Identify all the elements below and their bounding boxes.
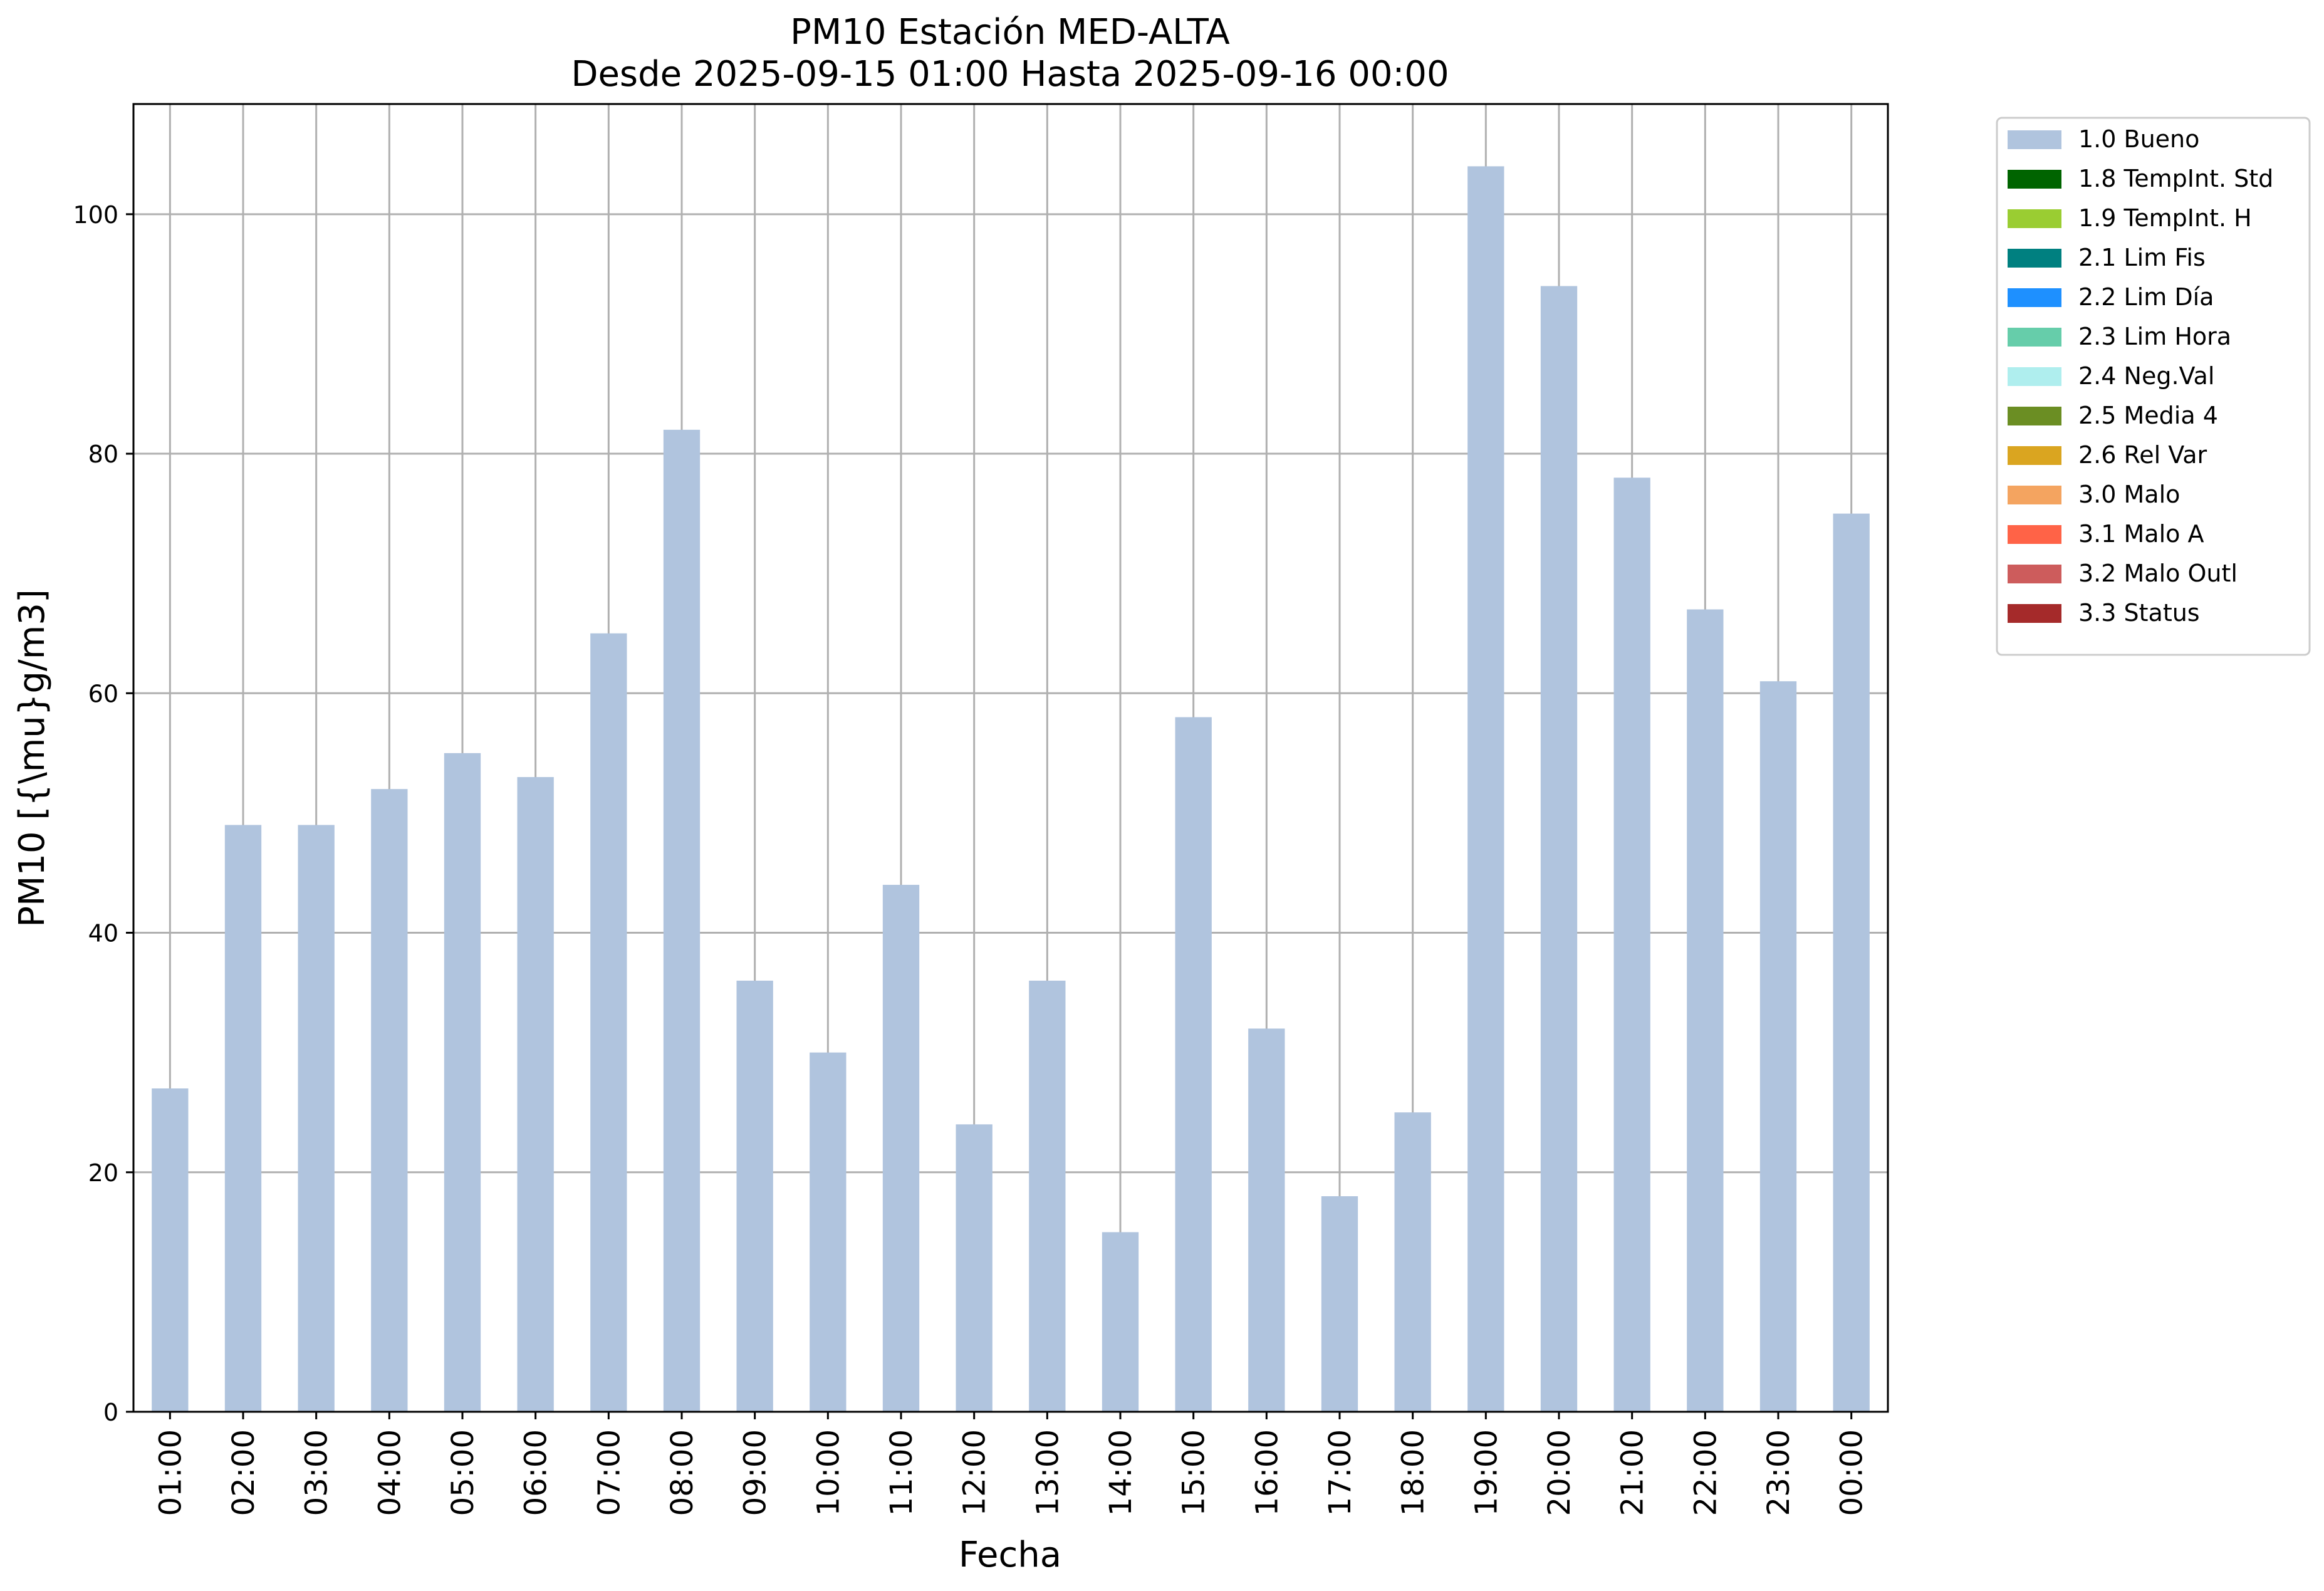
y-tick-label: 0 <box>103 1399 118 1426</box>
bar <box>1029 980 1066 1412</box>
ticks-layer: 0 20 40 60 80 100 01:00 02:00 03:00 04:00 05:00 06:… <box>73 201 1869 1516</box>
bar <box>590 633 627 1412</box>
bars-layer <box>152 166 1870 1412</box>
y-tick-label: 80 <box>88 441 118 468</box>
x-tick-label: 07:00 <box>591 1429 627 1516</box>
bar <box>1833 513 1870 1412</box>
bar <box>663 429 701 1412</box>
legend-swatch <box>2008 604 2061 623</box>
x-tick-label: 09:00 <box>738 1429 773 1516</box>
legend-label: 3.1 Malo A <box>2078 520 2204 548</box>
legend-swatch <box>2008 130 2061 149</box>
bar <box>517 777 554 1412</box>
x-tick-label: 02:00 <box>226 1429 261 1516</box>
x-tick-label: 01:00 <box>153 1429 188 1516</box>
bar <box>736 980 773 1412</box>
x-tick-label: 21:00 <box>1615 1429 1650 1516</box>
bar <box>1102 1232 1139 1412</box>
bar <box>1394 1112 1431 1412</box>
x-tick-label: 13:00 <box>1030 1429 1065 1516</box>
legend-label: 1.9 TempInt. H <box>2078 204 2252 232</box>
legend-label: 1.0 Bueno <box>2078 125 2199 153</box>
legend-swatch <box>2008 288 2061 307</box>
bar <box>956 1124 993 1412</box>
legend-swatch <box>2008 209 2061 228</box>
x-tick-label: 05:00 <box>446 1429 481 1516</box>
bar <box>1248 1028 1285 1412</box>
bar <box>371 789 408 1412</box>
y-tick-label: 20 <box>88 1159 118 1187</box>
x-tick-label: 18:00 <box>1396 1429 1431 1516</box>
legend-swatch <box>2008 565 2061 583</box>
x-tick-label: 14:00 <box>1103 1429 1139 1516</box>
bar <box>1321 1196 1358 1412</box>
y-axis-label: PM10 [{\mu}g/m3] <box>12 589 53 927</box>
x-tick-label: 11:00 <box>884 1429 919 1516</box>
legend-swatch <box>2008 446 2061 465</box>
legend-label: 2.5 Media 4 <box>2078 402 2218 429</box>
x-tick-label: 00:00 <box>1835 1429 1870 1516</box>
legend-swatch <box>2008 249 2061 268</box>
legend-swatch <box>2008 407 2061 425</box>
bar <box>224 825 262 1412</box>
legend-swatch <box>2008 328 2061 347</box>
x-tick-label: 17:00 <box>1323 1429 1358 1516</box>
x-tick-label: 06:00 <box>519 1429 554 1516</box>
x-tick-label: 04:00 <box>372 1429 407 1516</box>
chart-title: PM10 Estación MED-ALTA <box>790 12 1230 53</box>
x-axis-label: Fecha <box>959 1535 1061 1575</box>
legend-swatch <box>2008 367 2061 386</box>
bar <box>1175 717 1212 1412</box>
x-tick-label: 15:00 <box>1177 1429 1212 1516</box>
x-tick-label: 22:00 <box>1688 1429 1723 1516</box>
chart-subtitle: Desde 2025-09-15 01:00 Hasta 2025-09-16 … <box>571 54 1449 95</box>
bar <box>1687 609 1724 1412</box>
bar <box>298 825 335 1412</box>
bar <box>1613 477 1650 1412</box>
x-tick-label: 23:00 <box>1761 1429 1796 1516</box>
x-tick-label: 08:00 <box>665 1429 700 1516</box>
x-tick-label: 10:00 <box>811 1429 846 1516</box>
x-tick-label: 20:00 <box>1542 1429 1577 1516</box>
bar <box>1467 166 1504 1412</box>
bar <box>1540 286 1578 1412</box>
x-tick-label: 12:00 <box>957 1429 993 1516</box>
bar <box>152 1088 189 1412</box>
y-tick-label: 100 <box>73 201 118 229</box>
legend: 1.0 Bueno 1.8 TempInt. Std 1.9 TempInt. H 2… <box>1996 117 2311 656</box>
plot-area-frame <box>132 103 1889 1413</box>
legend-swatch <box>2008 170 2061 189</box>
x-tick-label: 19:00 <box>1469 1429 1504 1516</box>
legend-label: 2.4 Neg.Val <box>2078 362 2214 390</box>
legend-box <box>1996 117 2311 656</box>
bar <box>1759 681 1797 1412</box>
x-tick-label: 03:00 <box>300 1429 335 1516</box>
legend-label: 2.1 Lim Fis <box>2078 244 2206 271</box>
bar <box>444 753 481 1412</box>
legend-label: 3.0 Malo <box>2078 481 2180 508</box>
legend-label: 2.6 Rel Var <box>2078 441 2207 469</box>
y-tick-label: 40 <box>88 920 118 947</box>
bar <box>882 885 920 1412</box>
bar <box>810 1052 847 1412</box>
legend-label: 1.8 TempInt. Std <box>2078 165 2273 192</box>
legend-swatch <box>2008 525 2061 544</box>
legend-swatch <box>2008 486 2061 504</box>
legend-label: 2.2 Lim Día <box>2078 283 2214 311</box>
legend-label: 3.2 Malo Outl <box>2078 560 2238 587</box>
y-tick-label: 60 <box>88 680 118 707</box>
x-tick-label: 16:00 <box>1249 1429 1284 1516</box>
legend-label: 2.3 Lim Hora <box>2078 323 2231 350</box>
legend-label: 3.3 Status <box>2078 599 2200 627</box>
